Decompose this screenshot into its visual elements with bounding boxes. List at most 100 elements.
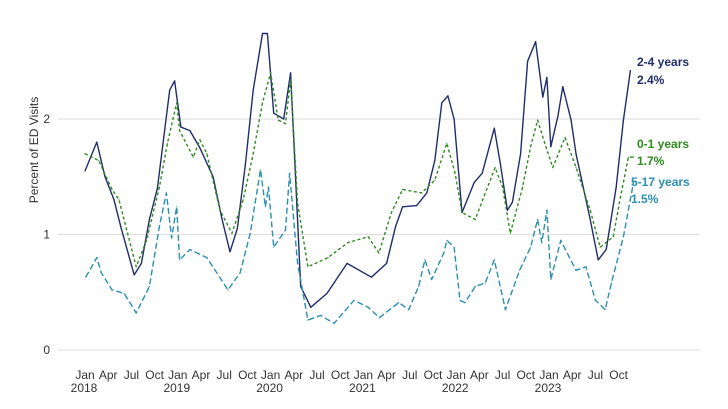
- x-tick-month: Apr: [377, 368, 396, 382]
- data-point: [135, 312, 137, 314]
- x-tick-month: Jul: [402, 368, 417, 382]
- data-point: [289, 172, 291, 174]
- data-point: [550, 146, 552, 148]
- x-tick-year: 2018: [71, 381, 98, 395]
- data-point: [575, 269, 577, 271]
- data-point: [165, 192, 167, 194]
- data-point: [537, 119, 539, 121]
- data-point: [171, 237, 173, 239]
- x-tick-month: Apr: [563, 368, 582, 382]
- data-point: [509, 232, 511, 234]
- data-point: [527, 60, 529, 62]
- data-point: [530, 146, 532, 148]
- data-point: [537, 218, 539, 221]
- data-point: [629, 69, 632, 72]
- data-point: [199, 139, 201, 141]
- data-point: [327, 257, 329, 259]
- data-point: [252, 89, 254, 91]
- x-tick-month: Jan: [447, 368, 466, 382]
- data-point: [434, 179, 436, 181]
- data-point: [179, 259, 181, 261]
- data-point: [227, 289, 229, 291]
- data-point: [511, 201, 513, 203]
- data-point: [367, 236, 369, 238]
- data-point: [219, 209, 221, 211]
- data-point: [84, 153, 86, 155]
- data-point: [627, 156, 630, 158]
- data-point: [378, 252, 380, 254]
- data-point: [610, 282, 613, 284]
- data-point: [148, 218, 150, 221]
- data-point: [189, 248, 191, 251]
- data-point: [550, 278, 552, 281]
- data-point: [474, 285, 476, 288]
- data-point: [562, 86, 564, 88]
- data-point: [283, 118, 285, 120]
- x-tick-month: Oct: [424, 368, 443, 382]
- data-point: [176, 206, 178, 208]
- x-tick-month: Apr: [99, 368, 118, 382]
- x-tick-month: Apr: [470, 368, 489, 382]
- data-point: [145, 239, 148, 241]
- data-point: [441, 102, 443, 104]
- data-point: [133, 274, 135, 276]
- data-point: [104, 176, 106, 178]
- data-point: [307, 266, 309, 268]
- y-tick-label: 0: [43, 343, 50, 357]
- data-point: [96, 257, 98, 259]
- data-point: [176, 102, 178, 104]
- data-point: [494, 166, 496, 169]
- x-tick-month: Jul: [217, 368, 232, 382]
- data-point: [118, 199, 120, 201]
- data-point: [575, 166, 577, 169]
- data-point: [605, 248, 607, 251]
- data-point: [443, 252, 445, 254]
- data-point: [552, 166, 554, 169]
- data-point: [546, 209, 548, 211]
- data-point: [619, 196, 622, 199]
- y-axis-label: Percent of ED Visits: [27, 97, 41, 204]
- series-name-label: 0-1 years: [637, 137, 689, 151]
- data-point: [544, 142, 546, 144]
- data-point: [453, 246, 455, 248]
- data-point: [446, 142, 448, 144]
- data-point: [585, 266, 587, 268]
- series-name-label: 2-4 years: [637, 55, 689, 69]
- data-point: [474, 218, 476, 221]
- data-point: [239, 272, 241, 274]
- data-point: [264, 206, 266, 208]
- x-tick-year: 2021: [349, 381, 376, 395]
- data-point: [270, 72, 272, 74]
- data-point: [113, 199, 115, 201]
- data-point: [148, 285, 150, 288]
- data-point: [447, 95, 449, 97]
- data-point: [604, 309, 606, 311]
- data-point: [464, 302, 466, 304]
- data-point: [353, 299, 355, 301]
- x-tick-month: Oct: [331, 368, 350, 382]
- data-point: [297, 262, 299, 264]
- data-point: [493, 127, 495, 129]
- data-point: [378, 317, 380, 319]
- data-point: [390, 212, 392, 214]
- data-point: [273, 112, 275, 114]
- data-point: [120, 228, 122, 230]
- data-point: [484, 282, 486, 284]
- x-tick-month: Jul: [309, 368, 324, 382]
- data-point: [599, 246, 601, 248]
- data-point: [244, 164, 246, 166]
- series-lines: [84, 32, 635, 325]
- data-point: [560, 239, 562, 241]
- data-point: [589, 209, 591, 211]
- data-point: [158, 186, 160, 188]
- series-value-label: 1.5%: [631, 192, 659, 206]
- data-point: [622, 119, 625, 121]
- data-point: [111, 188, 113, 191]
- data-point: [300, 285, 302, 288]
- data-point: [135, 266, 137, 268]
- data-point: [461, 212, 463, 214]
- data-point: [402, 188, 404, 191]
- data-point: [158, 225, 160, 227]
- x-tick-month: Oct: [238, 368, 257, 382]
- data-point: [520, 153, 522, 155]
